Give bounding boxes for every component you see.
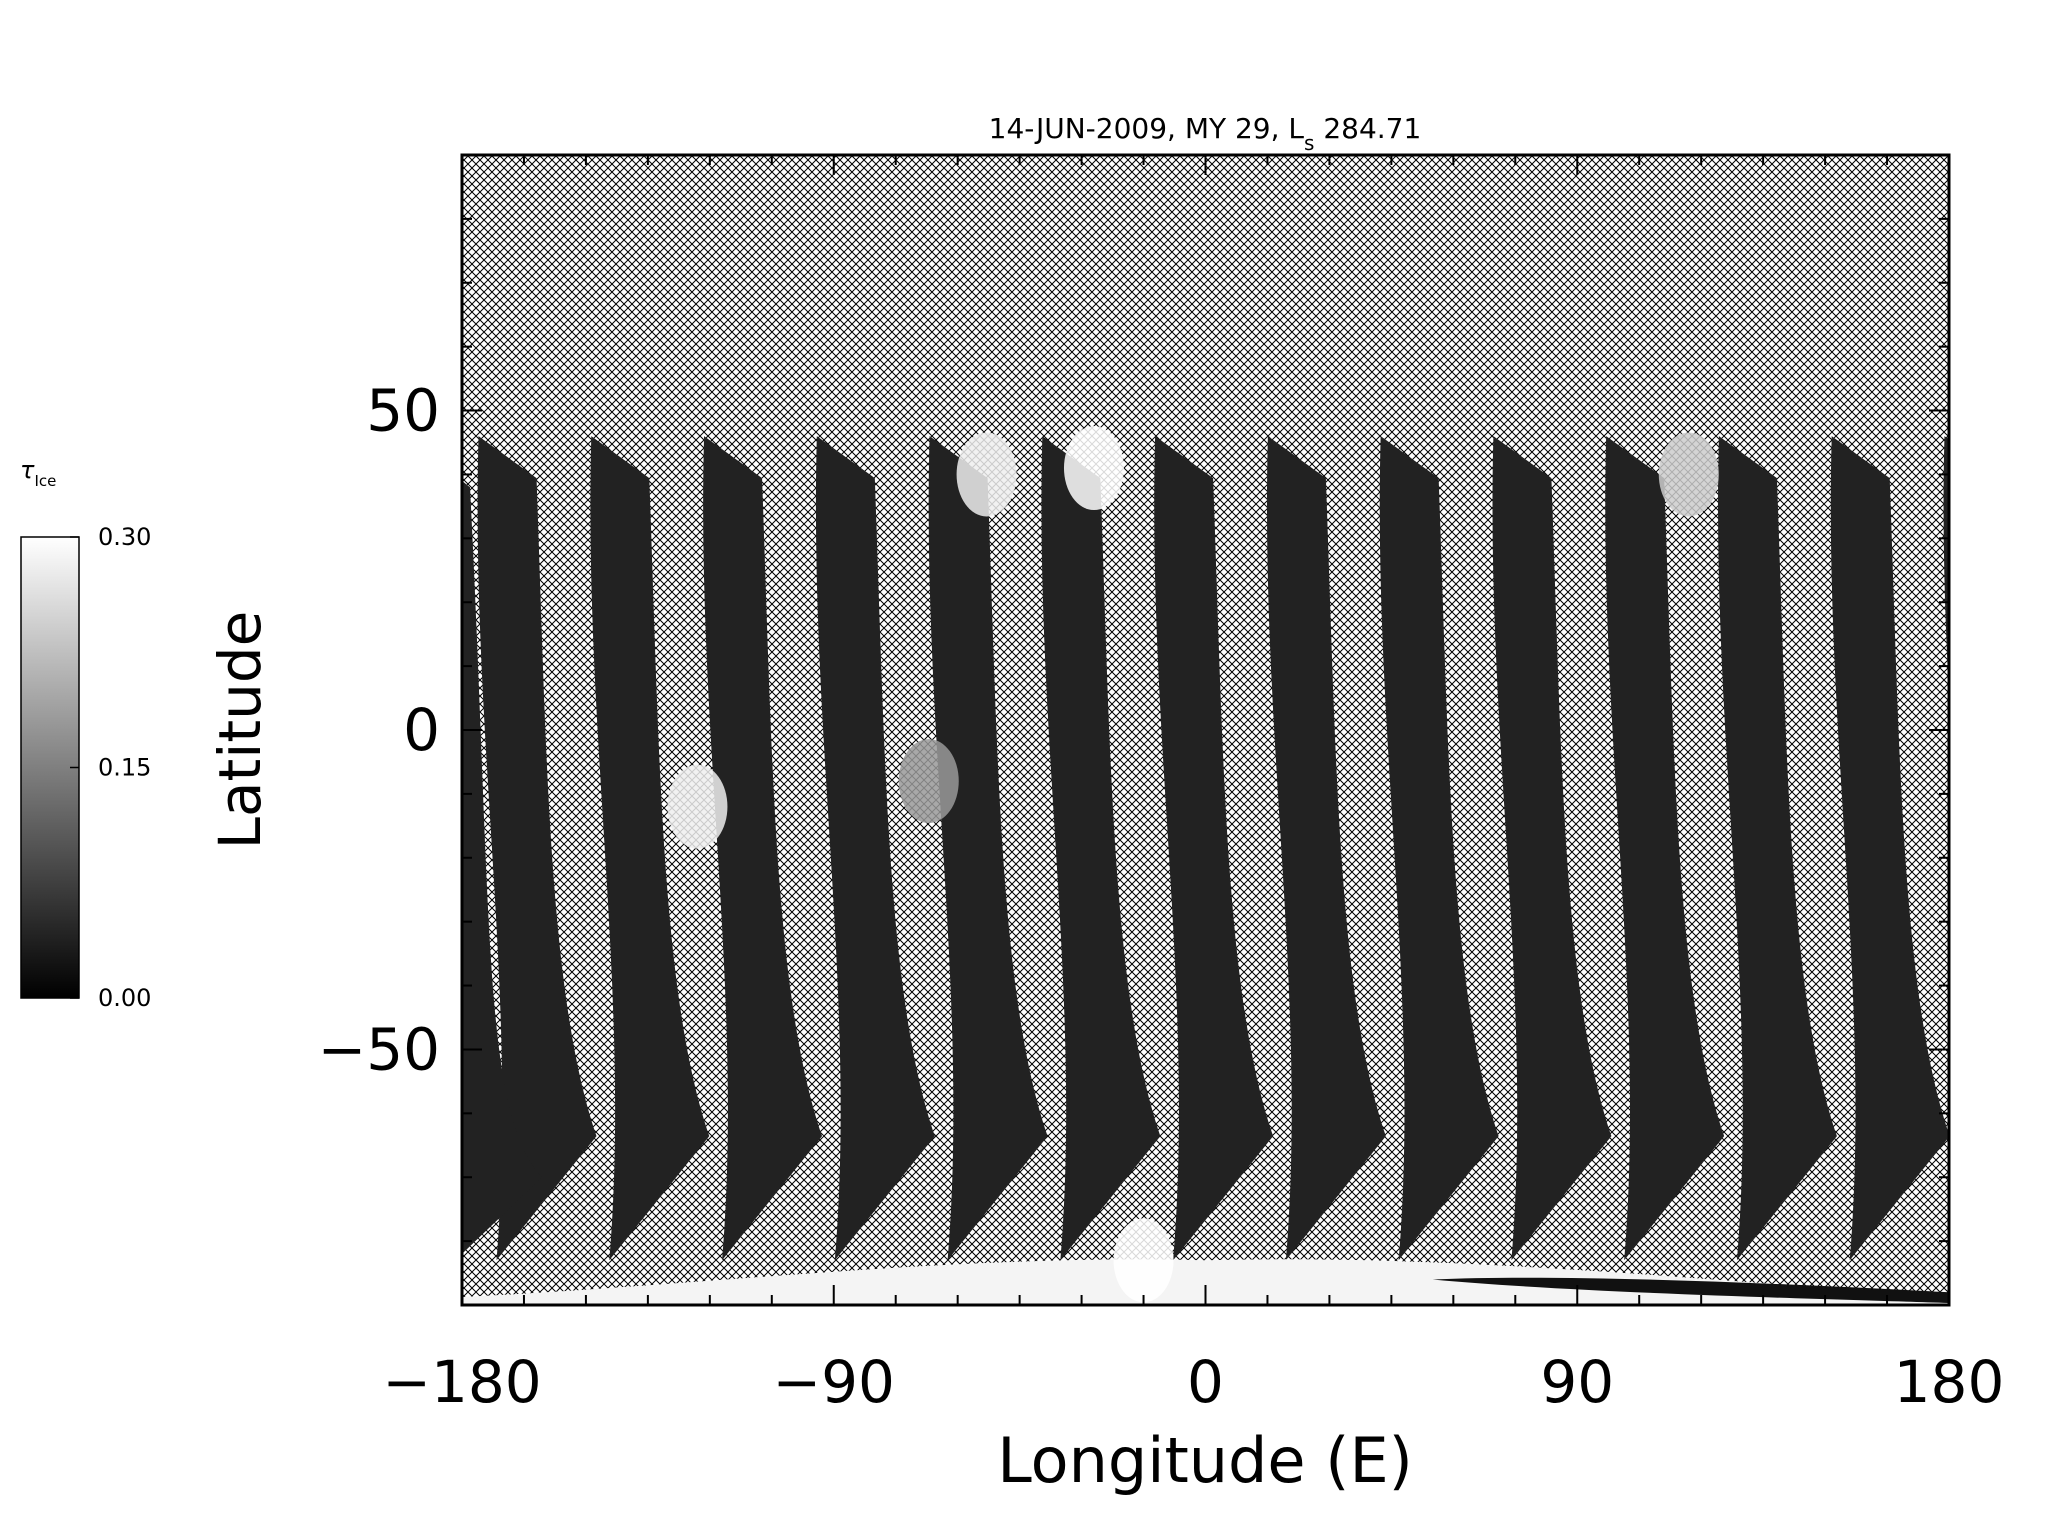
orbit-swath xyxy=(703,436,823,1261)
orbit-swath xyxy=(815,436,935,1261)
colorbar-label: τIce xyxy=(20,456,56,490)
x-tick-label: 90 xyxy=(1540,1348,1614,1416)
orbit-swath xyxy=(1379,436,1499,1261)
x-tick-label: 180 xyxy=(1894,1348,2005,1416)
axis-ticks xyxy=(461,154,1950,1306)
colorbar-tick-label: 0.30 xyxy=(98,523,151,551)
x-tick-labels: −180 −90 0 90 180 xyxy=(382,1348,2004,1416)
x-tick-label: 0 xyxy=(1187,1348,1224,1416)
colorbar-ticks: 0.00 0.15 0.30 xyxy=(70,523,151,1012)
y-axis-label: Latitude xyxy=(206,611,274,850)
bright-cloud-feature xyxy=(1113,1218,1174,1303)
orbit-swath xyxy=(462,480,542,1254)
colorbar-gradient xyxy=(20,536,80,999)
y-tick-label: 0 xyxy=(403,696,440,764)
bright-cloud-feature xyxy=(956,432,1017,517)
orbit-swath xyxy=(1605,436,1725,1261)
orbit-swath xyxy=(1492,436,1612,1261)
x-tick-label: −180 xyxy=(382,1348,541,1416)
colorbar: τIce 0.00 0.15 0.30 xyxy=(20,456,151,1012)
orbit-swath xyxy=(1266,436,1386,1261)
bright-cloud-feature xyxy=(1063,426,1124,511)
x-tick-label: −90 xyxy=(773,1348,895,1416)
orbit-swath xyxy=(590,436,710,1261)
dark-polar-band xyxy=(1432,1277,1949,1303)
bright-cloud-feature xyxy=(898,739,959,824)
orbit-swath xyxy=(1943,436,1949,697)
x-axis-label: Longitude (E) xyxy=(997,1424,1413,1497)
chart-title: 14-JUN-2009, MY 29, Ls 284.71 xyxy=(989,112,1422,155)
orbit-swath xyxy=(1041,436,1161,1261)
bright-cloud-feature xyxy=(1658,432,1719,517)
orbit-swath xyxy=(1718,436,1837,1261)
colorbar-tick-label: 0.15 xyxy=(98,754,151,782)
colorbar-tick-label: 0.00 xyxy=(98,984,151,1012)
orbit-swath xyxy=(1154,436,1274,1261)
y-tick-label: 50 xyxy=(366,377,440,445)
y-tick-label: −50 xyxy=(318,1015,440,1083)
y-tick-labels: −50 0 50 xyxy=(318,377,440,1084)
bright-feature-layer xyxy=(667,426,1719,1303)
bright-cloud-feature xyxy=(667,764,728,849)
orbit-swath xyxy=(1830,436,1949,1261)
orbit-swath xyxy=(928,436,1048,1261)
plot-area xyxy=(460,153,1951,1307)
orbit-swath xyxy=(477,436,597,1261)
